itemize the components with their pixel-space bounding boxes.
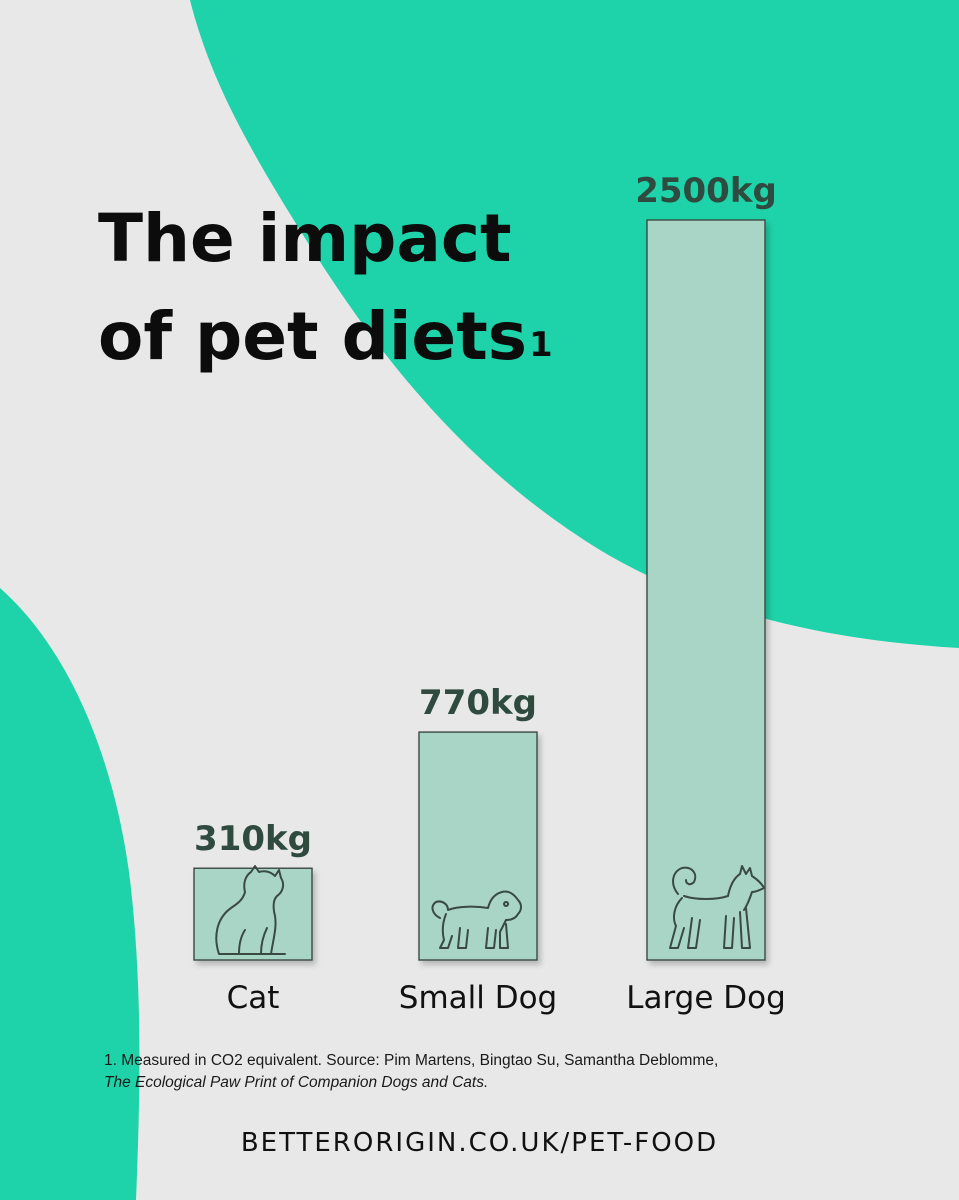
bottom-left-blob (0, 588, 140, 1200)
category-label: Small Dog (399, 980, 557, 1016)
small-dog-icon (431, 890, 522, 949)
bar-cat (193, 867, 313, 961)
value-label: 2500kg (635, 171, 777, 211)
footnote-line-2: The Ecological Paw Print of Companion Do… (104, 1074, 489, 1091)
bar-small-dog (418, 731, 538, 961)
website-url: BETTERORIGIN.CO.UK/PET-FOOD (240, 1128, 719, 1158)
title-footnote-marker: 1 (529, 325, 553, 365)
title-line-2: of pet diets (98, 298, 528, 375)
value-label: 310kg (194, 819, 312, 859)
footnote-line-1: 1. Measured in CO2 equivalent. Source: P… (104, 1052, 719, 1069)
title-line-1: The impact (98, 200, 512, 277)
page-title: The impact of pet diets1 (98, 190, 553, 386)
category-label: Large Dog (626, 980, 786, 1016)
top-right-blob (190, 0, 959, 648)
value-label: 770kg (419, 683, 537, 723)
bar-large-dog (646, 219, 766, 961)
large-dog-icon (669, 865, 765, 949)
category-label: Cat (227, 980, 280, 1016)
footnote: 1. Measured in CO2 equivalent. Source: P… (104, 1050, 718, 1094)
cat-icon (215, 865, 286, 955)
